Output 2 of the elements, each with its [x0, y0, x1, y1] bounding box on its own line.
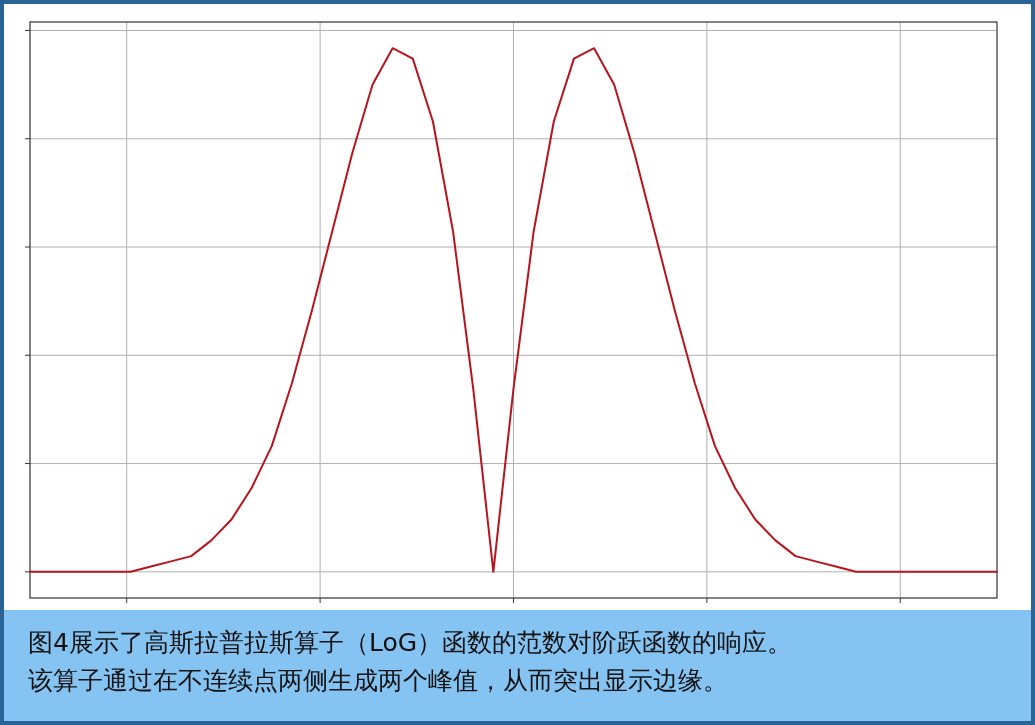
text: 该算子通过在不连续点两侧生成两个峰值，从而突出显示边缘。: [28, 666, 728, 695]
caption: 图4展示了高斯拉普拉斯算子（LoG）函数的范数对阶跃函数的响应。: [28, 628, 793, 657]
